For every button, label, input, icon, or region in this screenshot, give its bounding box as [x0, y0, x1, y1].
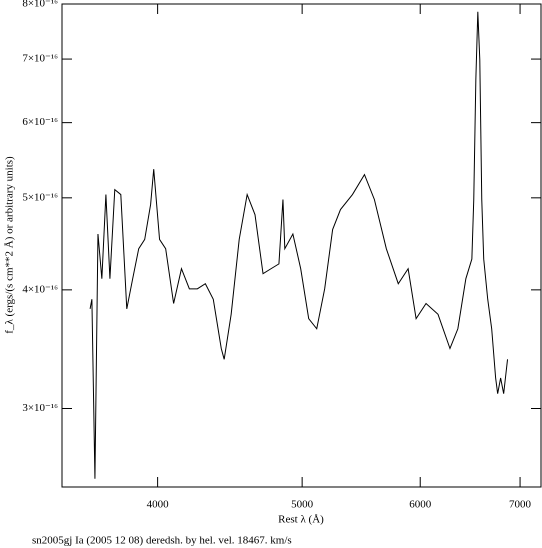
y-tick-label: 5×10⁻¹⁶: [22, 191, 58, 203]
caption: sn2005gj Ia (2005 12 08) deredsh. by hel…: [32, 535, 292, 547]
x-tick-label: 4000: [147, 499, 170, 511]
y-axis-label: f_λ (ergs/(s cm**2 Å) or arbitrary units…: [4, 156, 16, 334]
y-tick-label: 3×10⁻¹⁶: [22, 402, 58, 414]
x-tick-label: 5000: [291, 499, 314, 511]
x-tick-label: 6000: [409, 499, 432, 511]
y-tick-label: 7×10⁻¹⁶: [22, 53, 58, 65]
y-tick-label: 6×10⁻¹⁶: [22, 116, 58, 128]
y-tick-label: 4×10⁻¹⁶: [22, 283, 58, 295]
y-tick-label: 8×10⁻¹⁶: [22, 0, 58, 10]
spectrum-line: [89, 11, 509, 479]
plot-frame: [61, 3, 542, 488]
x-axis-label: Rest λ (Å): [278, 514, 324, 526]
x-tick-label: 7000: [509, 499, 532, 511]
